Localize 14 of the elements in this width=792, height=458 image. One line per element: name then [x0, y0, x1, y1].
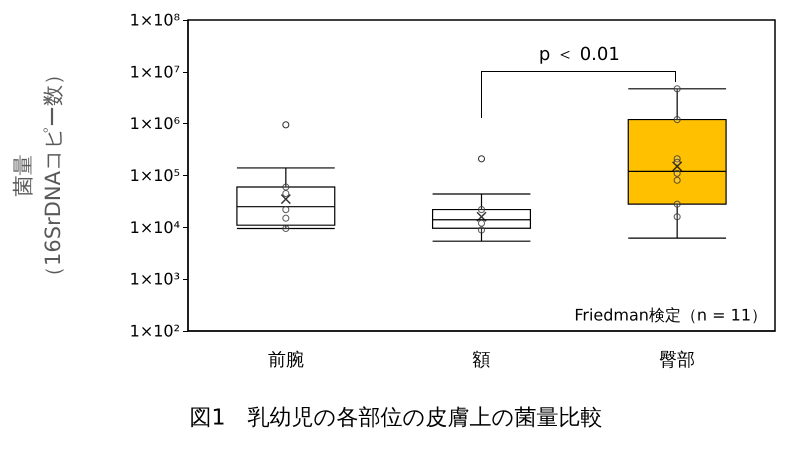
x-tick-label: 前腕 — [268, 350, 304, 370]
x-tick-label: 額 — [472, 350, 490, 370]
y-tick-label: 1×10⁷ — [130, 62, 180, 82]
x-tick-label: 臀部 — [659, 350, 696, 370]
y-tick-label: 1×10³ — [130, 270, 180, 289]
annotation: p ＜ 0.01 — [538, 44, 620, 65]
y-tick-label: 1×10⁶ — [130, 114, 180, 134]
y-tick-label: 1×10⁴ — [130, 218, 180, 237]
y-tick-label: 1×10² — [130, 322, 180, 340]
annotation: Friedman検定（n = 11） — [574, 306, 767, 324]
y-tick-label: 1×10⁵ — [130, 166, 180, 185]
y-axis-title: 菌量（16SrDNAコピー数） — [11, 64, 65, 287]
y-tick-label: 1×10⁸ — [130, 10, 180, 30]
text: 図1 乳幼児の各部位の皮膚上の菌量比較 — [190, 406, 602, 430]
